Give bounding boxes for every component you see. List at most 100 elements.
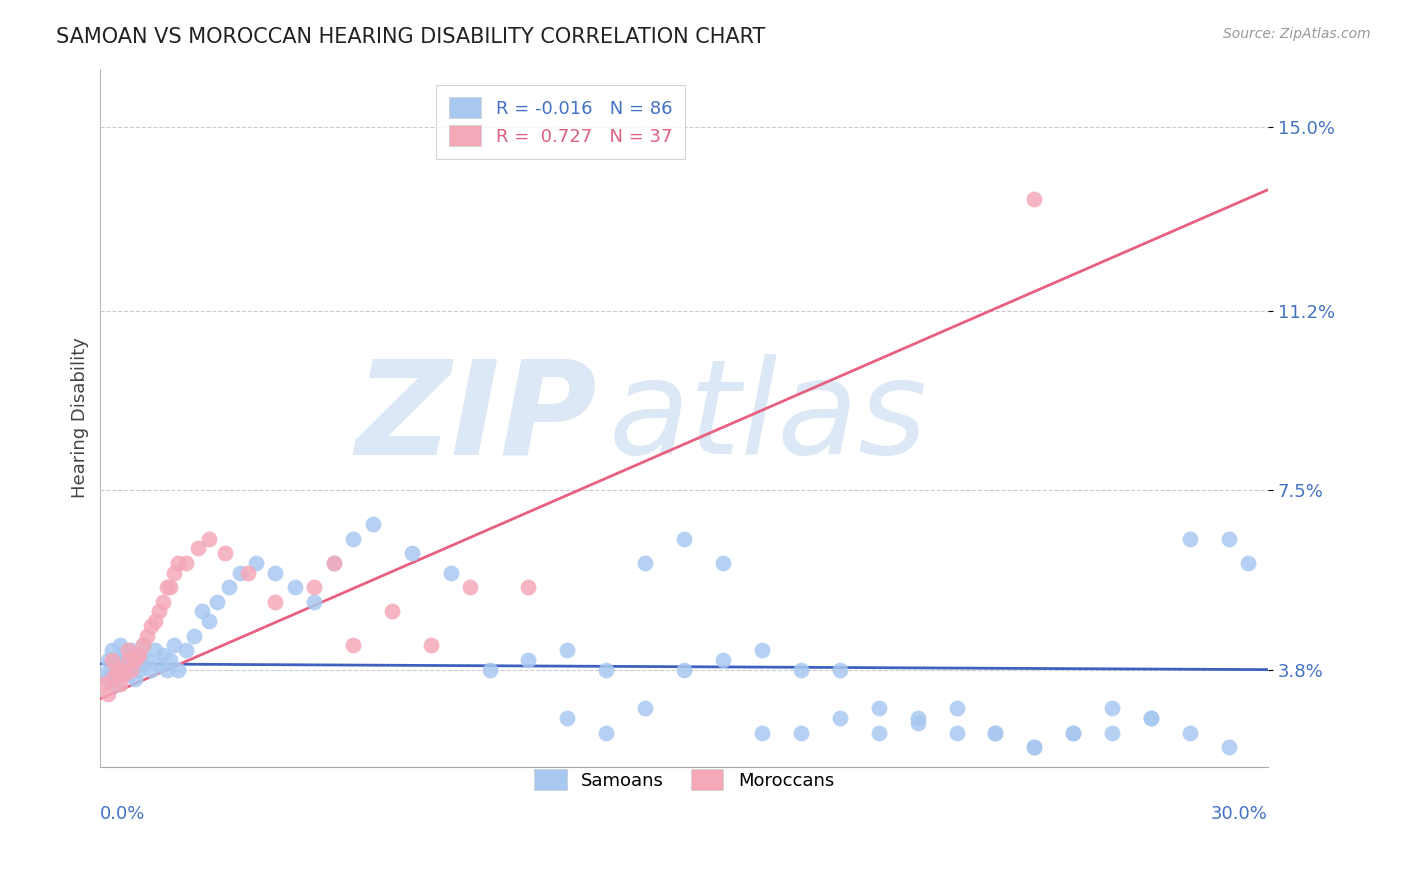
Point	[128, 648, 150, 662]
Point	[264, 566, 287, 580]
Point	[104, 663, 127, 677]
Point	[163, 639, 186, 653]
Point	[132, 639, 155, 653]
Point	[1140, 711, 1163, 725]
Point	[751, 725, 773, 739]
Point	[132, 639, 155, 653]
Point	[1218, 740, 1240, 755]
Point	[198, 614, 221, 628]
Point	[159, 653, 181, 667]
Point	[420, 639, 443, 653]
Point	[205, 595, 228, 609]
Point	[104, 677, 127, 691]
Point	[673, 532, 696, 546]
Point	[108, 653, 131, 667]
Point	[139, 663, 162, 677]
Point	[322, 556, 344, 570]
Point	[1178, 725, 1201, 739]
Point	[112, 663, 135, 677]
Text: 0.0%: 0.0%	[100, 805, 146, 823]
Point	[143, 614, 166, 628]
Point	[117, 653, 139, 667]
Point	[517, 653, 540, 667]
Point	[711, 556, 734, 570]
Point	[159, 580, 181, 594]
Point	[167, 556, 190, 570]
Point	[152, 595, 174, 609]
Point	[121, 663, 143, 677]
Point	[124, 653, 146, 667]
Point	[121, 643, 143, 657]
Point	[101, 673, 124, 687]
Point	[401, 546, 423, 560]
Text: Source: ZipAtlas.com: Source: ZipAtlas.com	[1223, 27, 1371, 41]
Point	[190, 604, 212, 618]
Point	[155, 580, 177, 594]
Point	[1101, 701, 1123, 715]
Point	[155, 663, 177, 677]
Point	[112, 648, 135, 662]
Point	[342, 532, 364, 546]
Point	[634, 556, 657, 570]
Point	[342, 639, 364, 653]
Point	[1062, 725, 1084, 739]
Text: ZIP: ZIP	[354, 354, 596, 481]
Point	[104, 657, 127, 672]
Point	[907, 711, 929, 725]
Point	[634, 701, 657, 715]
Point	[322, 556, 344, 570]
Point	[439, 566, 461, 580]
Point	[1024, 193, 1046, 207]
Text: atlas: atlas	[609, 354, 927, 481]
Point	[790, 725, 813, 739]
Point	[945, 725, 967, 739]
Point	[1101, 725, 1123, 739]
Point	[1140, 711, 1163, 725]
Point	[238, 566, 260, 580]
Point	[828, 711, 851, 725]
Point	[868, 725, 890, 739]
Point	[136, 653, 159, 667]
Point	[117, 667, 139, 681]
Point	[907, 715, 929, 730]
Point	[264, 595, 287, 609]
Point	[557, 711, 579, 725]
Point	[198, 532, 221, 546]
Point	[595, 725, 617, 739]
Point	[595, 663, 617, 677]
Point	[93, 667, 115, 681]
Point	[711, 653, 734, 667]
Point	[284, 580, 307, 594]
Point	[97, 687, 120, 701]
Point	[117, 643, 139, 657]
Point	[945, 701, 967, 715]
Point	[148, 657, 170, 672]
Point	[108, 667, 131, 681]
Point	[1218, 532, 1240, 546]
Point	[517, 580, 540, 594]
Point	[673, 663, 696, 677]
Point	[139, 619, 162, 633]
Point	[108, 639, 131, 653]
Point	[108, 677, 131, 691]
Point	[361, 517, 384, 532]
Point	[790, 663, 813, 677]
Text: 30.0%: 30.0%	[1211, 805, 1268, 823]
Point	[112, 667, 135, 681]
Legend: Samoans, Moroccans: Samoans, Moroccans	[522, 756, 846, 803]
Point	[984, 725, 1007, 739]
Point	[152, 648, 174, 662]
Point	[174, 643, 197, 657]
Point	[101, 653, 124, 667]
Point	[304, 580, 326, 594]
Point	[304, 595, 326, 609]
Point	[117, 653, 139, 667]
Point	[1062, 725, 1084, 739]
Point	[187, 541, 209, 556]
Point	[218, 580, 240, 594]
Point	[101, 663, 124, 677]
Point	[163, 566, 186, 580]
Point	[174, 556, 197, 570]
Point	[93, 677, 115, 691]
Point	[167, 663, 190, 677]
